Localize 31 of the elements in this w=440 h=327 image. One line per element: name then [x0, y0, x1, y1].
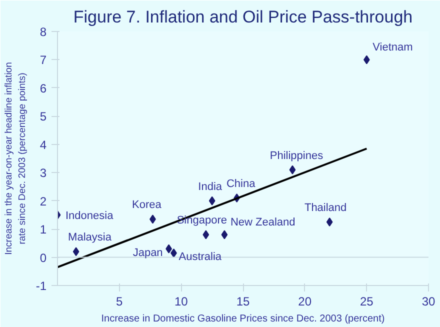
y-tick-label: 7	[40, 53, 47, 68]
y-tick-label: -1	[36, 279, 47, 293]
annotation: New Zealand	[230, 216, 296, 229]
y-tick-label: 3	[40, 166, 47, 180]
annotation: India	[198, 180, 223, 193]
y-tick-label: 1	[40, 222, 47, 237]
y-tick-label: 4	[40, 138, 47, 152]
y-tick-label: 5	[40, 110, 47, 124]
annotation: Korea	[132, 199, 162, 212]
x-tick-label: 20	[298, 294, 312, 308]
annotation: Australia	[178, 251, 222, 264]
annotation: Singapore	[176, 214, 227, 227]
x-tick-label: 15	[236, 294, 250, 308]
x-tick-label: 25	[360, 294, 374, 308]
annotation: Philippines	[270, 150, 324, 162]
x-axis-title: Increase in Domestic Gasoline Prices since Dec. 2003 (percent)	[101, 314, 385, 324]
annotation: Japan	[132, 246, 163, 259]
chart-title: Figure 7. Inflation and Oil Price Pass-through	[73, 8, 413, 26]
y-axis-title: Increase in the year-on-year headline inflation rate since Dec. 2003 (percentage points)	[4, 62, 28, 255]
x-tick-label: 30	[422, 294, 436, 308]
annotation: Thailand	[304, 202, 347, 214]
annotation: China	[226, 178, 256, 190]
x-tick-label: 5	[116, 294, 123, 308]
x-tick-label: 10	[174, 294, 188, 308]
annotation: Malaysia	[68, 232, 112, 244]
y-tick-label: 8	[40, 25, 47, 39]
y-tick-label: 6	[40, 81, 47, 96]
annotation: Vietnam	[372, 42, 413, 54]
y-tick-label: 2	[40, 194, 47, 208]
annotation: Indonesia	[66, 210, 114, 222]
y-tick-label: 0	[40, 250, 47, 265]
